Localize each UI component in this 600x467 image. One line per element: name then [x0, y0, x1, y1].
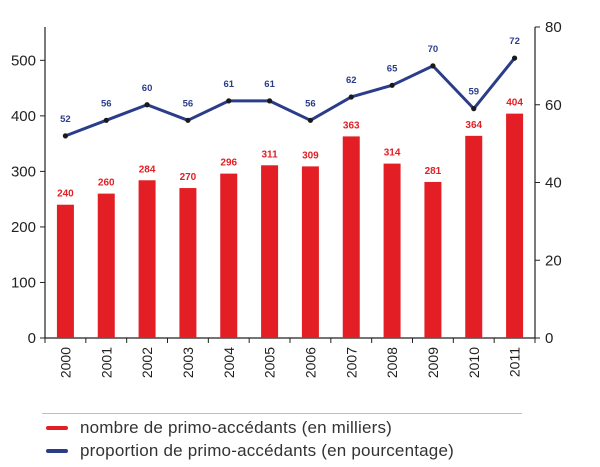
bar: [56, 204, 74, 338]
bar: [97, 193, 115, 338]
bar-value-label: 296: [220, 158, 237, 169]
bar: [261, 165, 279, 338]
line-point: [62, 133, 69, 139]
line-point: [307, 117, 314, 123]
x-tick-label: 2001: [98, 347, 114, 378]
bar: [220, 173, 238, 338]
line-point: [226, 98, 232, 104]
y-left-tick-label: 400: [11, 108, 36, 125]
x-tick-label: 2006: [302, 347, 318, 378]
x-tick-label: 2003: [180, 347, 196, 378]
x-tick-label: 2005: [262, 347, 278, 378]
x-tick-label: 2007: [343, 347, 359, 378]
bar-value-label: 363: [343, 120, 360, 131]
y-left-tick-label: 100: [11, 274, 36, 291]
bar: [506, 113, 524, 338]
legend-separator: [42, 413, 522, 414]
line-point: [348, 94, 354, 100]
line-value-label: 70: [428, 44, 439, 55]
y-left-tick-label: 0: [28, 330, 36, 347]
bar-value-label: 309: [302, 150, 319, 161]
bar: [179, 188, 197, 338]
x-tick-label: 2004: [221, 347, 237, 378]
line-value-label: 56: [183, 98, 194, 109]
line-value-label: 52: [60, 114, 71, 125]
y-right-tick-label: 80: [545, 19, 562, 36]
line-value-label: 65: [387, 63, 398, 74]
legend-item-line: proportion de primo-accédants (en pource…: [46, 441, 454, 461]
bar-value-label: 260: [98, 178, 115, 189]
line-value-label: 56: [101, 98, 112, 109]
bar-value-label: 284: [139, 164, 156, 175]
y-left-tick-label: 200: [11, 219, 36, 236]
legend-swatch-red: [46, 426, 68, 430]
x-tick-label: 2008: [384, 347, 400, 378]
line-point: [471, 106, 477, 112]
x-tick-label: 2011: [507, 347, 523, 377]
bar-value-label: 314: [384, 148, 401, 159]
bar: [383, 163, 401, 338]
y-left-tick-label: 500: [11, 52, 36, 69]
y-right-tick-label: 0: [545, 330, 553, 347]
legend-swatch-blue: [46, 449, 68, 453]
y-left-tick-label: 300: [11, 163, 36, 180]
legend-label-bars: nombre de primo-accédants (en milliers): [80, 418, 393, 437]
line-value-label: 72: [509, 36, 520, 47]
line-value-label: 61: [223, 79, 234, 90]
line-point: [389, 82, 395, 88]
legend-label-line: proportion de primo-accédants (en pource…: [80, 441, 454, 460]
line-point: [144, 102, 150, 108]
y-right-tick-label: 60: [545, 97, 562, 114]
x-tick-label: 2002: [139, 347, 155, 378]
line-value-label: 60: [142, 83, 153, 94]
line-point: [511, 55, 518, 61]
line-series: [62, 55, 518, 139]
line-value-label: 59: [468, 87, 479, 98]
x-tick-label: 2009: [425, 347, 441, 378]
y-right-tick-label: 20: [545, 252, 562, 269]
line-value-label: 56: [305, 98, 316, 109]
bar: [465, 135, 483, 338]
bar-value-label: 281: [425, 166, 442, 177]
bar: [301, 166, 319, 338]
line-point: [185, 117, 191, 123]
bar: [424, 181, 442, 338]
bar-value-label: 240: [57, 189, 74, 200]
bar: [138, 180, 156, 338]
line-path: [64, 57, 516, 138]
bars: [56, 113, 524, 338]
bar-value-label: 311: [262, 149, 279, 160]
x-tick-label: 2010: [466, 347, 482, 378]
line-point: [430, 63, 436, 69]
y-right-tick-label: 40: [545, 175, 562, 192]
bar-value-label: 364: [465, 120, 482, 131]
data-labels: 240 260 284 270 296 311 309 363 314 281 364 404 52 56…: [57, 36, 523, 200]
line-value-label: 61: [264, 79, 275, 90]
x-tick-label: 2000: [57, 347, 73, 378]
line-value-label: 62: [346, 75, 357, 86]
bar-value-label: 404: [506, 98, 523, 109]
line-point: [103, 117, 109, 123]
bar-value-label: 270: [180, 172, 197, 183]
legend-item-bars: nombre de primo-accédants (en milliers): [46, 418, 392, 438]
bar: [342, 136, 360, 338]
axes: 0 100 200 300 400 500 0 20 40 60 80 2000 2001 2002 200…: [11, 19, 562, 378]
line-point: [266, 98, 273, 104]
